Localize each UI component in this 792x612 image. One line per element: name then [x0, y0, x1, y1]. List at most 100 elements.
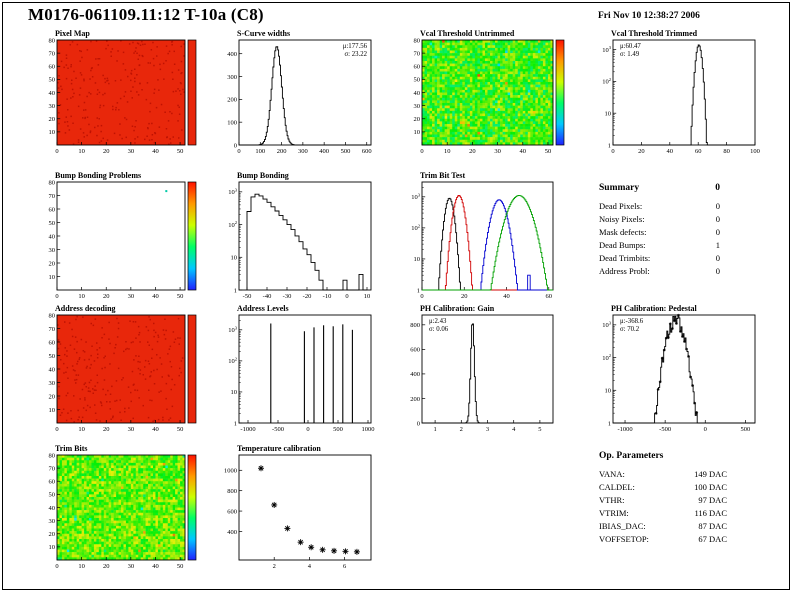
svg-text:70: 70 [49, 50, 56, 57]
svg-text:500: 500 [740, 426, 750, 433]
svg-text:S-Curve widths: S-Curve widths [237, 29, 290, 38]
svg-text:50: 50 [49, 77, 56, 84]
svg-text:0: 0 [420, 293, 423, 300]
svg-text:30: 30 [49, 103, 56, 110]
svg-text:40: 40 [520, 148, 527, 155]
svg-text:1: 1 [234, 287, 237, 294]
op-parameter-value: 87 DAC [698, 521, 727, 531]
svg-text:60: 60 [695, 148, 702, 155]
op-parameter-value: 100 DAC [694, 482, 727, 492]
svg-text:-1000: -1000 [240, 426, 255, 433]
summary-row: Dead Trimbits: 0 [599, 252, 720, 265]
svg-text:40: 40 [152, 426, 159, 433]
svg-text:70: 70 [49, 193, 56, 200]
svg-text:0: 0 [417, 420, 420, 427]
svg-text:μ:177.56: μ:177.56 [343, 43, 368, 50]
svg-text:Trim Bit Test: Trim Bit Test [420, 171, 466, 180]
svg-text:40: 40 [503, 293, 510, 300]
svg-text:10: 10 [78, 426, 85, 433]
svg-text:60: 60 [414, 64, 421, 71]
svg-text:0: 0 [420, 148, 423, 155]
summary-row-value: 0 [715, 266, 720, 276]
svg-text:10: 10 [78, 148, 85, 155]
svg-text:Bump Bonding: Bump Bonding [237, 171, 289, 180]
svg-text:60: 60 [49, 339, 56, 346]
svg-text:70: 70 [49, 326, 56, 333]
svg-text:0: 0 [234, 142, 237, 149]
summary-title: Summary [599, 183, 640, 193]
svg-text:100: 100 [255, 148, 265, 155]
svg-text:10: 10 [364, 293, 371, 300]
svg-text:0: 0 [704, 426, 707, 433]
op-parameter-row: CALDEL: 100 DAC [599, 481, 727, 494]
svg-text:1: 1 [234, 420, 237, 427]
summary-row-value: 0 [715, 201, 720, 211]
op-parameters-block: Op. Parameters VANA: 149 DAC CALDEL: 100… [599, 451, 727, 546]
svg-text:50: 50 [545, 148, 552, 155]
svg-text:1: 1 [433, 426, 436, 433]
svg-text:60: 60 [546, 293, 553, 300]
svg-text:1000: 1000 [362, 426, 375, 433]
summary-row: Dead Bumps: 1 [599, 239, 720, 252]
svg-text:80: 80 [49, 37, 56, 44]
svg-text:30: 30 [128, 148, 135, 155]
op-parameter-value: 149 DAC [694, 469, 727, 479]
svg-text:1: 1 [608, 420, 611, 427]
op-parameter-label: IBIAS_DAC: [599, 521, 646, 531]
trim-bit-test-chart: 0 20 40 60 1 10 102 103 Trim Bit Test [390, 169, 583, 306]
svg-text:102: 102 [228, 356, 238, 365]
svg-text:Vcal Threshold Trimmed: Vcal Threshold Trimmed [611, 29, 698, 38]
svg-text:10: 10 [605, 388, 612, 395]
summary-row-value: 0 [715, 214, 720, 224]
svg-text:20: 20 [103, 293, 110, 300]
svg-text:20: 20 [414, 116, 421, 123]
pixel-map-chart: 0 10 20 30 40 50 10 20 30 40 50 60 70 80 Pixel Map [25, 27, 215, 161]
svg-text:-20: -20 [303, 293, 312, 300]
op-parameter-label: VTHR: [599, 495, 625, 505]
svg-text:30: 30 [49, 247, 56, 254]
svg-text:102: 102 [228, 220, 238, 229]
svg-text:80: 80 [414, 37, 421, 44]
svg-text:30: 30 [49, 380, 56, 387]
svg-text:σ: 0.06: σ: 0.06 [429, 326, 449, 333]
svg-text:102: 102 [602, 77, 612, 86]
svg-text:0: 0 [306, 426, 309, 433]
summary-block: Summary 0 Dead Pixels: 0 Noisy Pixels: 0… [599, 183, 720, 278]
svg-text:-40: -40 [263, 293, 272, 300]
svg-text:103: 103 [228, 325, 238, 334]
op-parameters-title: Op. Parameters [599, 451, 664, 461]
svg-text:20: 20 [49, 393, 56, 400]
svg-text:5: 5 [538, 426, 541, 433]
op-parameter-row: VTHR: 97 DAC [599, 494, 727, 507]
summary-row-label: Dead Trimbits: [599, 253, 651, 263]
svg-text:0: 0 [611, 148, 614, 155]
svg-text:-1000: -1000 [617, 426, 632, 433]
svg-text:40: 40 [152, 148, 159, 155]
svg-text:60: 60 [49, 64, 56, 71]
svg-text:10: 10 [605, 110, 612, 117]
temperature-calibration-chart: 2 4 6 400 600 800 1000 Temperature calibration [207, 442, 401, 576]
svg-text:20: 20 [103, 148, 110, 155]
page-title: M0176-061109.11:12 T-10a (C8) [28, 5, 264, 24]
op-parameter-label: VTRIM: [599, 508, 629, 518]
summary-row: Address Probl: 0 [599, 265, 720, 278]
svg-text:-50: -50 [243, 293, 252, 300]
svg-text:σ: 23.22: σ: 23.22 [344, 51, 367, 58]
svg-text:30: 30 [494, 148, 501, 155]
svg-text:Bump Bonding Problems: Bump Bonding Problems [55, 171, 141, 180]
svg-text:0: 0 [55, 148, 58, 155]
summary-header: Summary 0 [599, 183, 720, 193]
svg-text:0: 0 [345, 293, 348, 300]
op-parameter-label: VANA: [599, 469, 625, 479]
svg-text:103: 103 [411, 192, 421, 201]
op-parameter-label: CALDEL: [599, 482, 635, 492]
svg-text:200: 200 [227, 97, 237, 104]
svg-text:40: 40 [49, 366, 56, 373]
svg-text:103: 103 [228, 187, 238, 196]
summary-row-label: Dead Pixels: [599, 201, 643, 211]
svg-text:10: 10 [78, 293, 85, 300]
bump-bonding-problems-chart: 0 10 20 30 40 50 10 20 30 40 50 60 70 80 Bump Bonding … [25, 169, 215, 306]
svg-text:30: 30 [414, 103, 421, 110]
svg-text:500: 500 [333, 426, 343, 433]
svg-text:0: 0 [55, 293, 58, 300]
